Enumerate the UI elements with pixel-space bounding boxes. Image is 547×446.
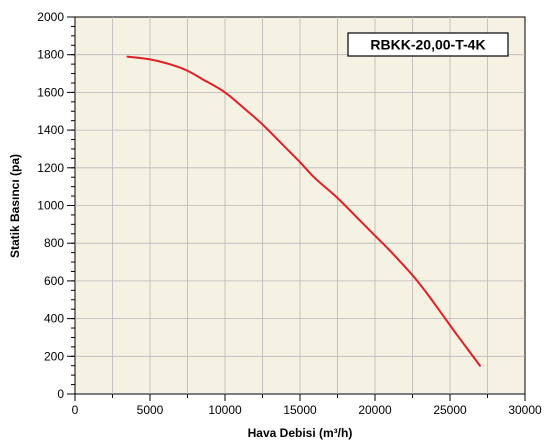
y-tick-label: 600: [44, 274, 64, 288]
x-tick-label: 15000: [283, 403, 317, 417]
series-line: [126, 55, 481, 367]
y-tick-label: 1600: [37, 85, 64, 99]
y-tick-label: 1400: [37, 123, 64, 137]
y-axis-ticks: 0 200 400 600 800 1000 1200 1400 1600 1800 2000: [37, 10, 75, 401]
x-axis-ticks: 0 5000 10000 15000 20000 25000 30000: [72, 394, 542, 417]
x-tick-label: 0: [72, 403, 79, 417]
y-tick-label: 1200: [37, 161, 64, 175]
x-tick-label: 10000: [208, 403, 242, 417]
x-axis-title: Hava Debisi (m³/h): [248, 426, 353, 440]
y-tick-label: 1800: [37, 48, 64, 62]
legend: RBKK-20,00-T-4K: [347, 32, 509, 57]
x-tick-label: 5000: [137, 403, 164, 417]
legend-entry: RBKK-20,00-T-4K: [370, 37, 485, 53]
y-tick-label: 800: [44, 236, 64, 250]
y-tick-label: 400: [44, 312, 64, 326]
y-axis-title: Statik Basıncı (pa): [8, 154, 22, 258]
y-tick-label: 0: [57, 387, 64, 401]
grid: [75, 17, 525, 394]
x-tick-label: 20000: [358, 403, 392, 417]
y-tick-label: 1000: [37, 199, 64, 213]
series-layer: [126, 55, 481, 367]
legend-box: [347, 32, 509, 57]
x-tick-label: 30000: [508, 403, 542, 417]
x-tick-label: 25000: [433, 403, 467, 417]
y-tick-label: 200: [44, 349, 64, 363]
y-tick-label: 2000: [37, 10, 64, 24]
